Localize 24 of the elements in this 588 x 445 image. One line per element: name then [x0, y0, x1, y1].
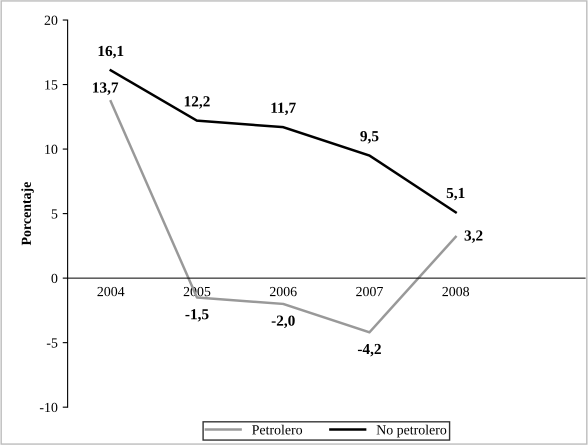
y-tick-label: 0	[51, 274, 58, 284]
legend-label: No petrolero	[376, 424, 446, 438]
data-label: -4,2	[358, 344, 381, 356]
data-label: 5,1	[446, 188, 464, 200]
data-label: -2,0	[272, 315, 295, 328]
data-label: 3,2	[464, 230, 482, 243]
data-label: 11,7	[271, 102, 296, 116]
data-label: 12,2	[184, 96, 210, 109]
y-axis-title: Porcentaje	[21, 182, 34, 246]
data-label: 16,1	[98, 46, 124, 58]
y-tick-label: -10	[40, 402, 58, 412]
data-label: 9,5	[360, 131, 378, 144]
data-label: 13,7	[93, 82, 118, 95]
y-tick-label: 5	[52, 209, 58, 219]
y-tick-label: 10	[45, 144, 58, 154]
y-tick-label: 20	[44, 16, 58, 25]
x-tick-label: 2007	[356, 286, 383, 296]
x-tick-label: 2006	[270, 286, 297, 296]
legend-label: Petrolero	[252, 424, 302, 434]
data-label: -1,5	[185, 309, 209, 322]
x-tick-label: 2004	[97, 286, 124, 296]
y-tick-label: -5	[46, 338, 58, 348]
y-tick-label: 15	[45, 80, 58, 90]
x-tick-label: 2008	[442, 286, 470, 296]
